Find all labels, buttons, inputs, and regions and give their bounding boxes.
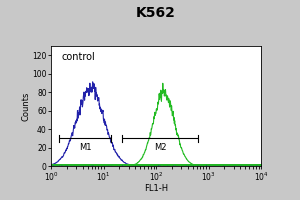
Y-axis label: Counts: Counts: [22, 91, 31, 121]
Text: M2: M2: [154, 143, 166, 152]
X-axis label: FL1-H: FL1-H: [144, 184, 168, 193]
Text: K562: K562: [136, 6, 176, 20]
Text: M1: M1: [79, 143, 92, 152]
Text: control: control: [61, 52, 95, 62]
